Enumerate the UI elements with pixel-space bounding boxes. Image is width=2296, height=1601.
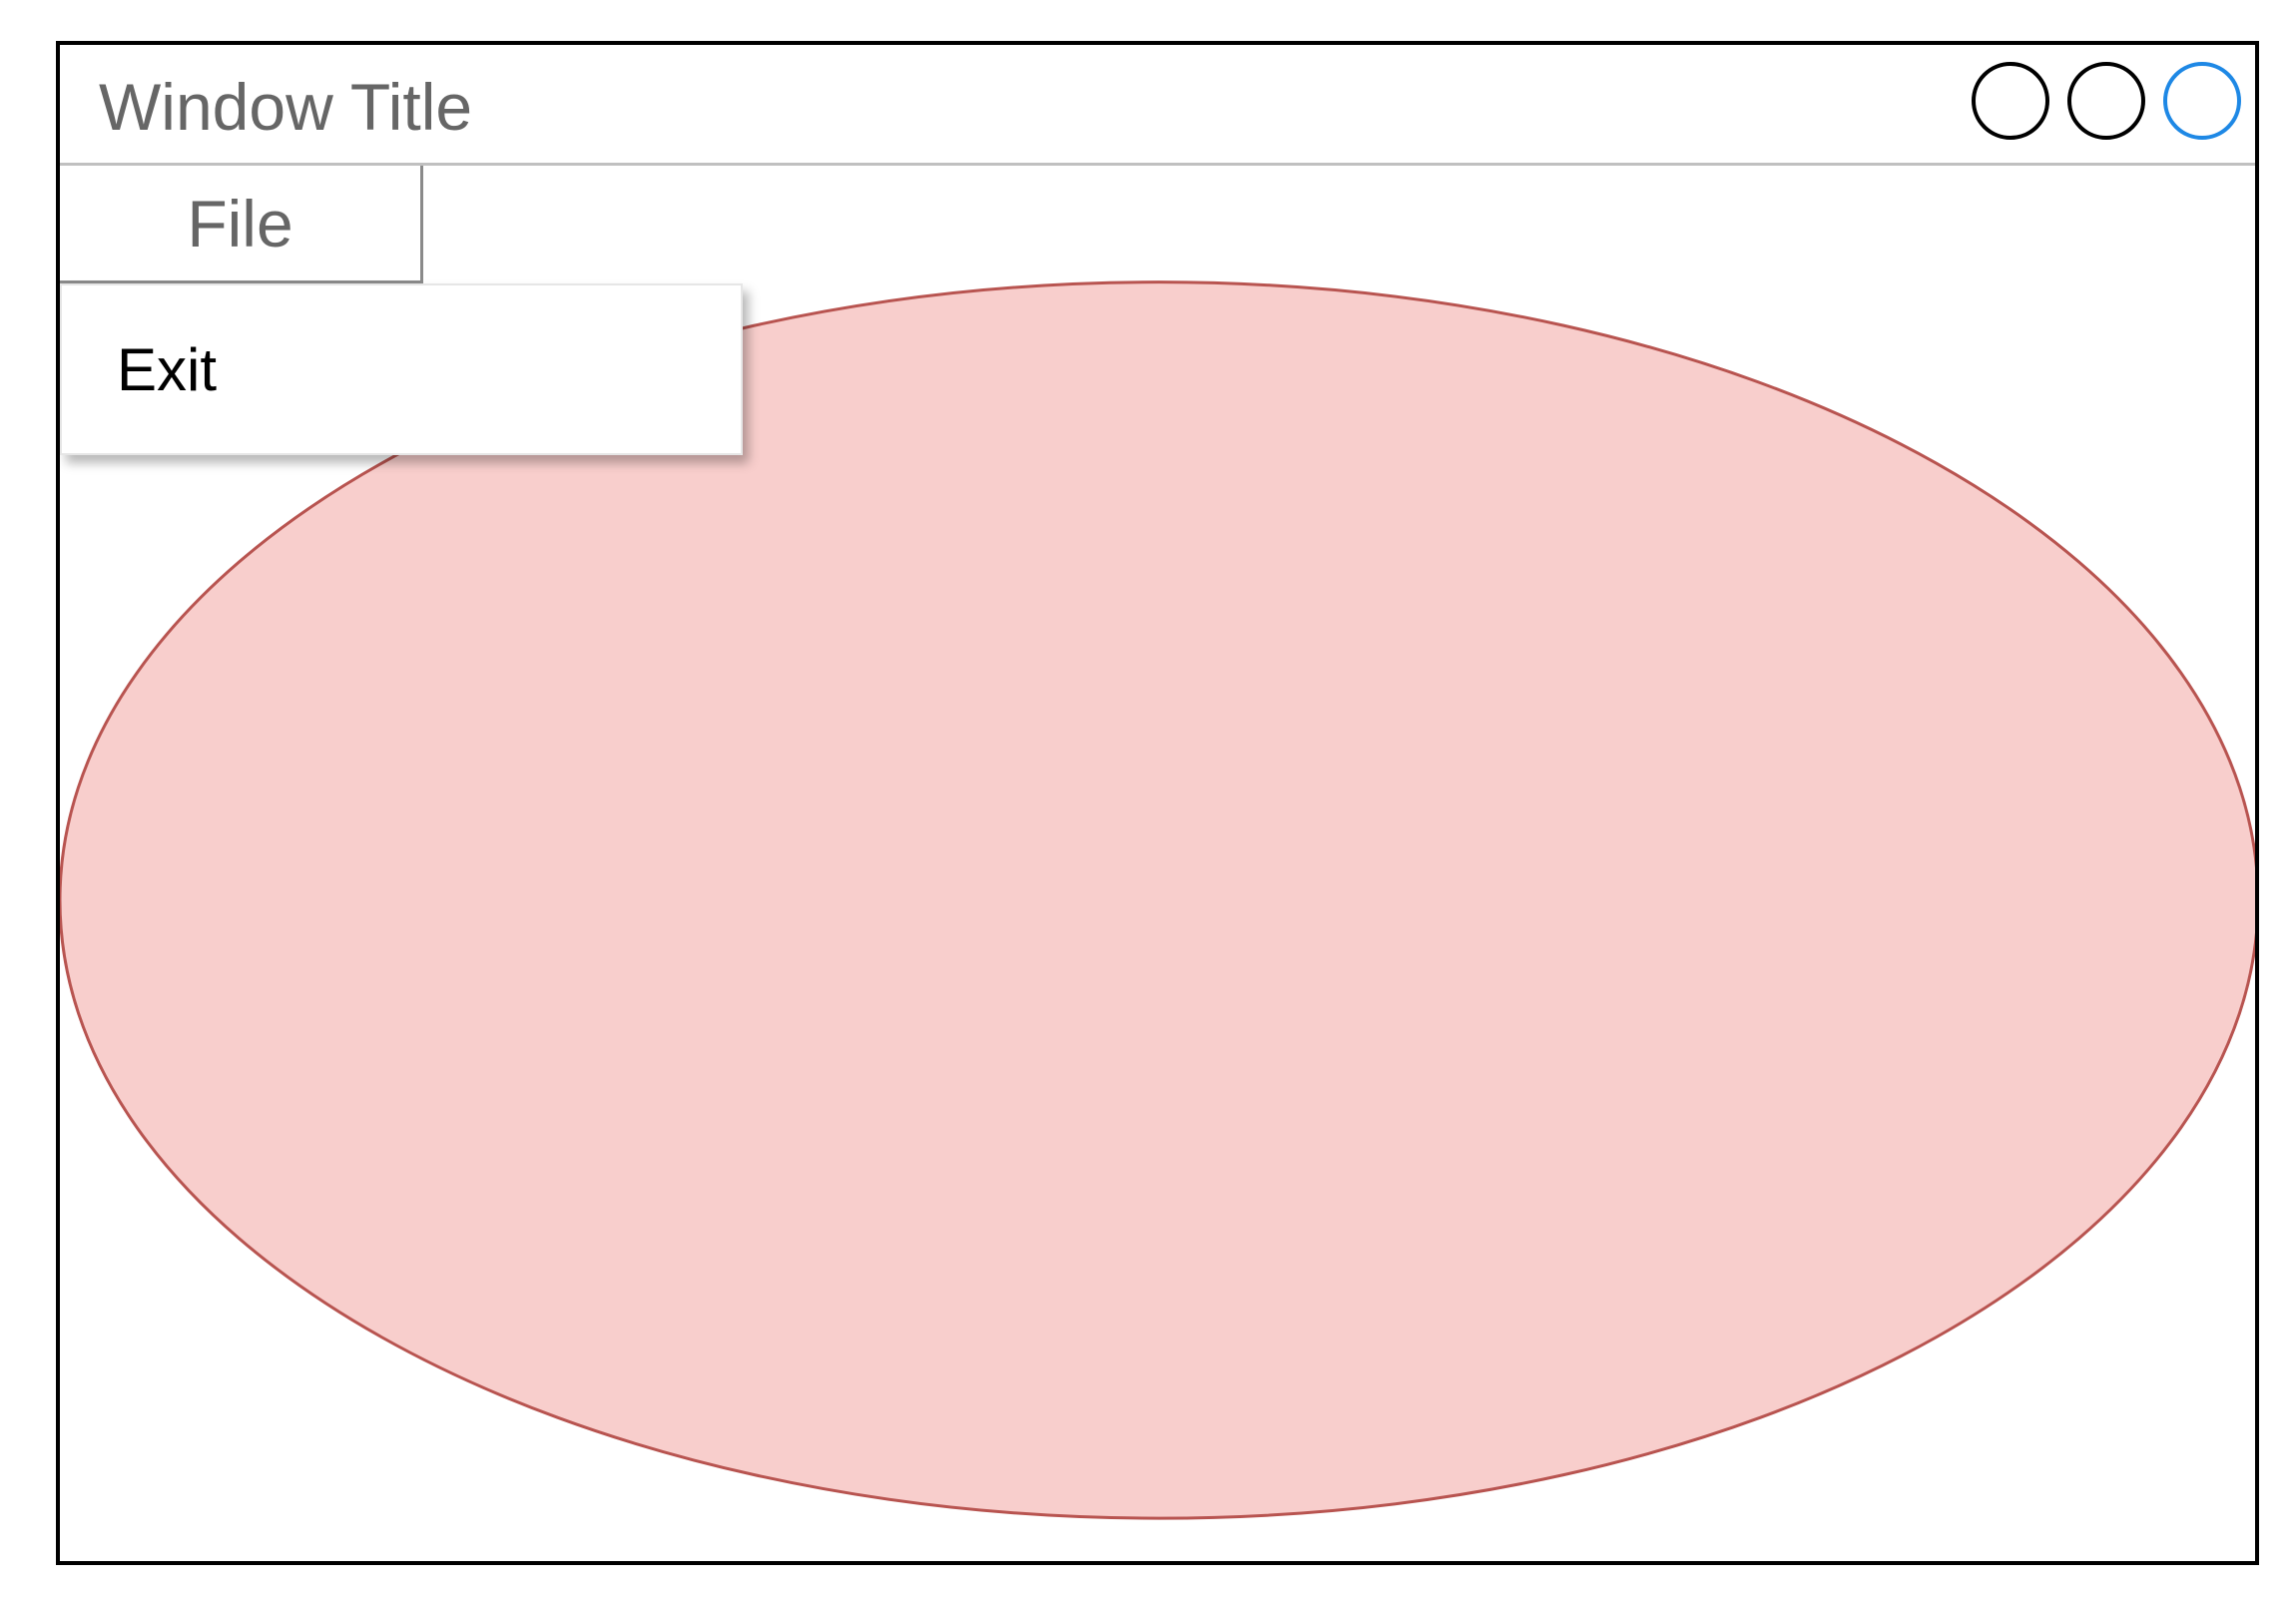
canvas: [60, 280, 2255, 1520]
close-button[interactable]: [2163, 62, 2241, 140]
minimize-button[interactable]: [1972, 62, 2049, 140]
menu-item-exit-label: Exit: [117, 336, 218, 403]
app-window: Window Title File Exit: [56, 41, 2259, 1565]
file-dropdown-menu: Exit: [60, 283, 743, 455]
title-bar: Window Title: [60, 45, 2255, 166]
menu-item-exit[interactable]: Exit: [62, 315, 741, 425]
menu-file[interactable]: File: [60, 166, 423, 283]
menu-file-label: File: [187, 186, 293, 261]
maximize-button[interactable]: [2067, 62, 2145, 140]
ellipse-shape[interactable]: [60, 280, 2255, 1520]
window-title: Window Title: [99, 70, 473, 144]
window-controls: [1972, 62, 2241, 140]
content-area: File Exit: [60, 166, 2255, 1561]
